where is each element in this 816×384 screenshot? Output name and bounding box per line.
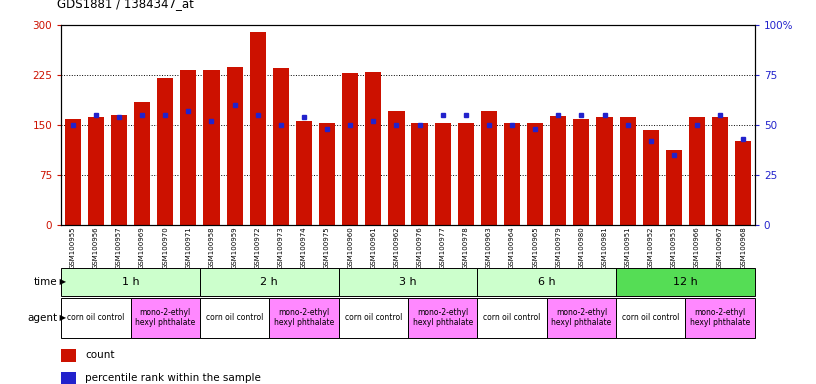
Bar: [61, 349, 77, 362]
Bar: [319, 123, 335, 225]
Bar: [477, 298, 547, 338]
Text: corn oil control: corn oil control: [483, 313, 541, 322]
Bar: [481, 111, 497, 225]
Bar: [200, 298, 269, 338]
Text: 2 h: 2 h: [260, 277, 278, 287]
Text: 12 h: 12 h: [673, 277, 698, 287]
Bar: [269, 298, 339, 338]
Text: mono-2-ethyl
hexyl phthalate: mono-2-ethyl hexyl phthalate: [274, 308, 334, 328]
Bar: [547, 298, 616, 338]
Bar: [61, 372, 77, 384]
Bar: [342, 73, 358, 225]
Text: corn oil control: corn oil control: [622, 313, 680, 322]
Bar: [435, 124, 450, 225]
Text: 6 h: 6 h: [538, 277, 556, 287]
Bar: [131, 298, 200, 338]
Bar: [134, 101, 150, 225]
Bar: [339, 298, 408, 338]
Bar: [111, 116, 127, 225]
Bar: [666, 150, 682, 225]
Bar: [88, 117, 104, 225]
Text: GDS1881 / 1384347_at: GDS1881 / 1384347_at: [57, 0, 194, 10]
Bar: [712, 117, 728, 225]
Bar: [227, 67, 242, 225]
Text: mono-2-ethyl
hexyl phthalate: mono-2-ethyl hexyl phthalate: [135, 308, 195, 328]
Text: ▶: ▶: [57, 313, 66, 322]
Text: mono-2-ethyl
hexyl phthalate: mono-2-ethyl hexyl phthalate: [690, 308, 750, 328]
Bar: [157, 78, 173, 225]
Text: agent: agent: [27, 313, 57, 323]
Text: ▶: ▶: [57, 277, 66, 286]
Bar: [296, 121, 312, 225]
Text: corn oil control: corn oil control: [344, 313, 402, 322]
Bar: [619, 117, 636, 225]
Bar: [689, 117, 705, 225]
Bar: [735, 141, 752, 225]
Text: corn oil control: corn oil control: [67, 313, 125, 322]
Bar: [643, 130, 659, 225]
Bar: [203, 70, 220, 225]
Bar: [458, 124, 474, 225]
Bar: [504, 123, 520, 225]
Bar: [388, 111, 405, 225]
Text: 3 h: 3 h: [399, 277, 417, 287]
Text: mono-2-ethyl
hexyl phthalate: mono-2-ethyl hexyl phthalate: [413, 308, 472, 328]
Bar: [550, 116, 566, 225]
Bar: [250, 31, 266, 225]
Bar: [477, 268, 616, 296]
Bar: [616, 298, 685, 338]
Bar: [685, 298, 755, 338]
Text: time: time: [33, 277, 57, 287]
Bar: [366, 71, 381, 225]
Bar: [408, 298, 477, 338]
Bar: [273, 68, 289, 225]
Bar: [411, 124, 428, 225]
Text: 1 h: 1 h: [122, 277, 140, 287]
Bar: [574, 119, 589, 225]
Text: corn oil control: corn oil control: [206, 313, 264, 322]
Bar: [596, 117, 613, 225]
Bar: [61, 298, 131, 338]
Bar: [61, 268, 200, 296]
Bar: [200, 268, 339, 296]
Text: count: count: [86, 350, 115, 360]
Bar: [64, 119, 81, 225]
Bar: [616, 268, 755, 296]
Bar: [339, 268, 477, 296]
Text: mono-2-ethyl
hexyl phthalate: mono-2-ethyl hexyl phthalate: [552, 308, 611, 328]
Bar: [527, 123, 543, 225]
Bar: [180, 70, 197, 225]
Text: percentile rank within the sample: percentile rank within the sample: [86, 373, 261, 383]
